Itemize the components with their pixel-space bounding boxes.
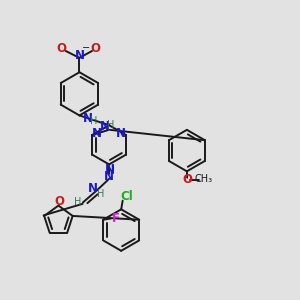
Text: N: N xyxy=(103,170,113,183)
Text: N: N xyxy=(88,182,98,194)
Text: N: N xyxy=(104,163,114,176)
Text: N: N xyxy=(83,112,93,125)
Text: H: H xyxy=(97,189,104,199)
Text: Cl: Cl xyxy=(121,190,133,203)
Text: H: H xyxy=(106,120,114,130)
Text: N: N xyxy=(92,128,102,140)
Text: H: H xyxy=(90,116,98,127)
Text: N: N xyxy=(116,128,126,140)
Text: O: O xyxy=(91,42,101,55)
Text: −: − xyxy=(82,43,90,53)
Text: N: N xyxy=(74,49,84,62)
Text: F: F xyxy=(112,212,120,225)
Text: O: O xyxy=(182,172,192,186)
Text: H: H xyxy=(74,197,81,207)
Text: O: O xyxy=(57,42,67,55)
Text: O: O xyxy=(54,195,64,208)
Text: N: N xyxy=(100,121,110,134)
Text: CH₃: CH₃ xyxy=(195,174,213,184)
